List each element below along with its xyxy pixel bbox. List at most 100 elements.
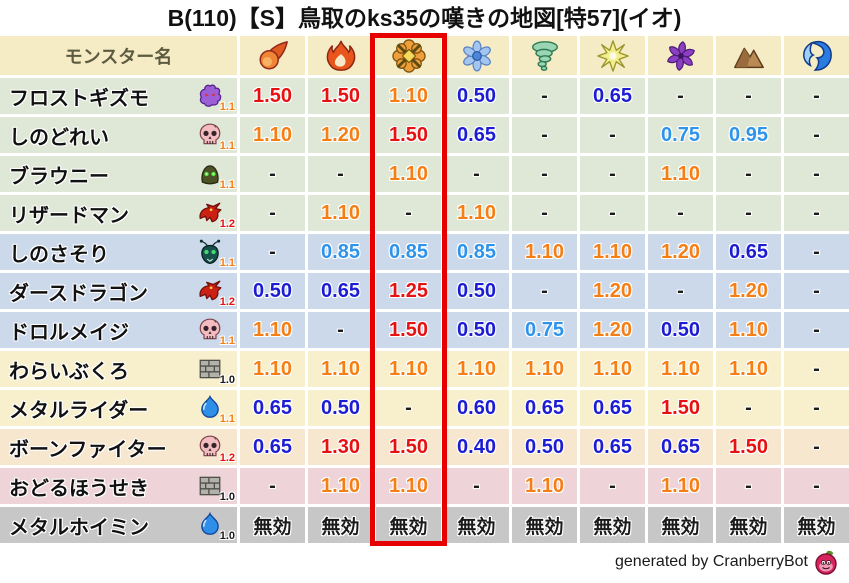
resistance-cell: 1.10 xyxy=(308,351,373,387)
bug-monster-icon: 1.1 xyxy=(197,239,235,269)
resistance-cell: - xyxy=(648,78,713,114)
resistance-cell: - xyxy=(716,195,781,231)
resistance-cell: 0.50 xyxy=(444,273,509,309)
resistance-cell: 0.95 xyxy=(716,117,781,153)
resistance-cell: 0.50 xyxy=(648,312,713,348)
mountain-icon xyxy=(733,47,764,68)
credit-text: generated by CranberryBot xyxy=(615,552,808,570)
boost-value: 1.0 xyxy=(219,530,235,542)
resistance-cell: 無効 xyxy=(240,507,305,543)
resistance-cell: 0.65 xyxy=(648,429,713,465)
monster-name-cell: しのどれい 1.1 xyxy=(0,117,237,153)
resistance-cell: - xyxy=(784,273,849,309)
monster-name: ブラウニー xyxy=(9,165,109,188)
resistance-cell: 1.10 xyxy=(648,468,713,504)
column-header-monster-name: モンスター名 xyxy=(0,36,237,75)
resistance-cell: 1.10 xyxy=(376,468,441,504)
resistance-cell: - xyxy=(376,195,441,231)
resistance-cell: 0.60 xyxy=(444,390,509,426)
resistance-cell: - xyxy=(784,468,849,504)
monster-name-cell: ブラウニー 1.1 xyxy=(0,156,237,192)
resistance-cell: - xyxy=(784,195,849,231)
monster-name-cell: ダースドラゴン 1.2 xyxy=(0,273,237,309)
resistance-cell: 1.50 xyxy=(648,390,713,426)
resistance-cell: - xyxy=(580,156,645,192)
resistance-cell: - xyxy=(784,390,849,426)
boost-value: 1.1 xyxy=(219,140,235,152)
boost-value: 1.0 xyxy=(219,491,235,503)
resistance-cell: 0.65 xyxy=(444,117,509,153)
flame-icon xyxy=(326,40,355,71)
resistance-cell: 無効 xyxy=(580,507,645,543)
resistance-cell: 0.65 xyxy=(240,390,305,426)
boost-value: 1.1 xyxy=(219,257,235,269)
monster-name: リザードマン xyxy=(9,204,129,227)
hood-monster-icon: 1.1 xyxy=(197,161,235,191)
resistance-cell: 1.10 xyxy=(308,195,373,231)
monster-name: ボーンファイター xyxy=(9,438,167,461)
resistance-cell: - xyxy=(512,117,577,153)
resistance-cell: - xyxy=(512,78,577,114)
resistance-cell: 1.20 xyxy=(648,234,713,270)
resistance-cell: 1.25 xyxy=(376,273,441,309)
dragon-monster-icon: 1.2 xyxy=(197,200,235,230)
column-header-starburst xyxy=(580,36,645,75)
resistance-cell: - xyxy=(716,468,781,504)
resistance-cell: 0.50 xyxy=(444,312,509,348)
resistance-cell: - xyxy=(648,195,713,231)
resistance-cell: - xyxy=(784,234,849,270)
resistance-cell: 1.10 xyxy=(716,312,781,348)
resistance-cell: 0.85 xyxy=(376,234,441,270)
resistance-cell: 1.10 xyxy=(716,351,781,387)
column-header-wave xyxy=(784,36,849,75)
resistance-cell: - xyxy=(784,312,849,348)
boost-value: 1.1 xyxy=(219,179,235,191)
column-header-fireball xyxy=(240,36,305,75)
resistance-cell: 無効 xyxy=(648,507,713,543)
skull-monster-icon: 1.1 xyxy=(197,122,235,152)
footer: generated by CranberryBot xyxy=(0,543,849,580)
boost-value: 1.2 xyxy=(219,452,235,464)
resistance-cell: 1.10 xyxy=(512,351,577,387)
monster-name: メタルホイミン xyxy=(9,516,149,539)
resistance-cell: 1.50 xyxy=(376,117,441,153)
resistance-cell: 無効 xyxy=(376,507,441,543)
resistance-cell: 1.10 xyxy=(240,117,305,153)
snowflake-icon xyxy=(462,39,491,72)
resistance-cell: 0.50 xyxy=(240,273,305,309)
resistance-cell: 0.85 xyxy=(308,234,373,270)
resistance-cell: - xyxy=(240,234,305,270)
resistance-cell: 0.65 xyxy=(580,390,645,426)
resistance-cell: 1.10 xyxy=(376,78,441,114)
wave-icon xyxy=(802,40,832,71)
monster-name-cell: リザードマン 1.2 xyxy=(0,195,237,231)
monster-name-cell: ボーンファイター 1.2 xyxy=(0,429,237,465)
boost-value: 1.2 xyxy=(219,296,235,308)
resistance-cell: 1.10 xyxy=(580,234,645,270)
monster-name-cell: メタルホイミン 1.0 xyxy=(0,507,237,543)
boost-value: 1.1 xyxy=(219,101,235,113)
resistance-cell: - xyxy=(444,468,509,504)
resistance-cell: 無効 xyxy=(308,507,373,543)
boost-value: 1.0 xyxy=(219,374,235,386)
slime-monster-icon: 1.0 xyxy=(197,512,235,542)
slime-monster-icon: 1.1 xyxy=(197,395,235,425)
resistance-cell: 0.40 xyxy=(444,429,509,465)
resistance-cell: 1.50 xyxy=(240,78,305,114)
resistance-cell: - xyxy=(512,156,577,192)
resistance-cell: 1.10 xyxy=(376,351,441,387)
column-header-mountain xyxy=(716,36,781,75)
resistance-cell: 無効 xyxy=(444,507,509,543)
starburst-icon xyxy=(596,39,629,72)
dragon-monster-icon: 1.2 xyxy=(197,278,235,308)
skull-monster-icon: 1.1 xyxy=(197,317,235,347)
tornado-icon xyxy=(531,40,558,71)
resistance-cell: 1.10 xyxy=(512,234,577,270)
resistance-cell: 0.65 xyxy=(308,273,373,309)
resistance-cell: 1.10 xyxy=(376,156,441,192)
monster-name: わらいぶくろ xyxy=(9,360,129,383)
resistance-cell: - xyxy=(240,195,305,231)
monster-name-cell: わらいぶくろ 1.0 xyxy=(0,351,237,387)
resistance-cell: - xyxy=(784,429,849,465)
